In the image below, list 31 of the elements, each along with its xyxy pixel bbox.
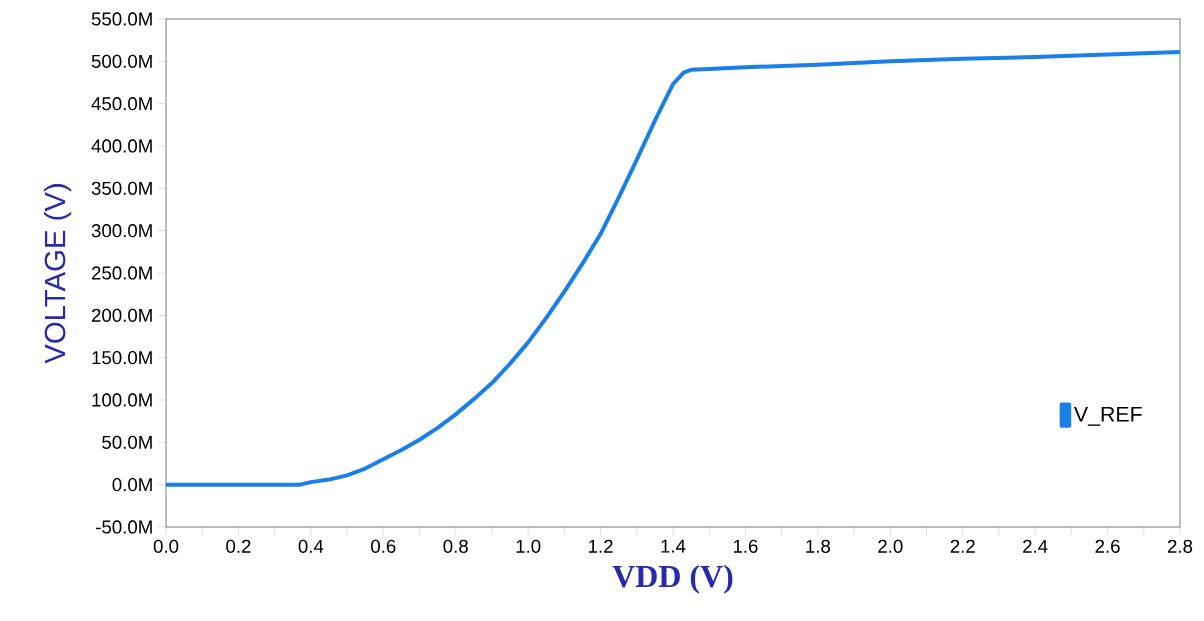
x-tick-label: 1.2 [589,539,613,553]
legend-label: V_REF [1073,406,1142,426]
y-tick-label: 0.0M [112,478,152,492]
x-tick-label: 2.8 [1167,539,1193,553]
y-tick-label: 450.0M [91,97,152,111]
x-tick-label: 0.0 [153,539,179,553]
y-tick-label: 50.0M [102,435,152,449]
y-tick-label: 500.0M [91,54,152,68]
x-tick-label: 2.2 [950,539,975,553]
x-tick-label: 0.6 [371,539,396,553]
x-tick-label: 1.6 [733,539,758,553]
y-tick-label: 350.0M [91,181,152,195]
y-axis-title: VOLTAGE (V) [43,184,72,364]
y-tick-label: 550.0M [91,12,152,26]
y-tick-label: 300.0M [91,224,152,238]
x-tick-label: 0.4 [298,539,324,553]
x-tick-label: 2.0 [878,539,903,553]
y-tick-label: 150.0M [92,351,152,365]
y-tick-label: 100.0M [92,393,152,407]
y-tick-label: 250.0M [91,266,152,280]
x-tick-label: 2.6 [1095,539,1120,553]
y-tick-label: -50.0M [96,520,152,534]
x-axis-title: VDD (V) [612,564,733,594]
x-tick-label: 2.4 [1023,539,1048,553]
y-tick-label: 400.0M [91,139,152,153]
y-tick-label: 200.0M [91,308,152,322]
x-tick-label: 1.8 [806,539,831,553]
x-tick-label: 0.2 [226,539,251,553]
x-tick-label: 0.8 [443,539,468,553]
x-tick-label: 1.4 [661,539,686,553]
x-tick-label: 1.0 [516,539,541,553]
